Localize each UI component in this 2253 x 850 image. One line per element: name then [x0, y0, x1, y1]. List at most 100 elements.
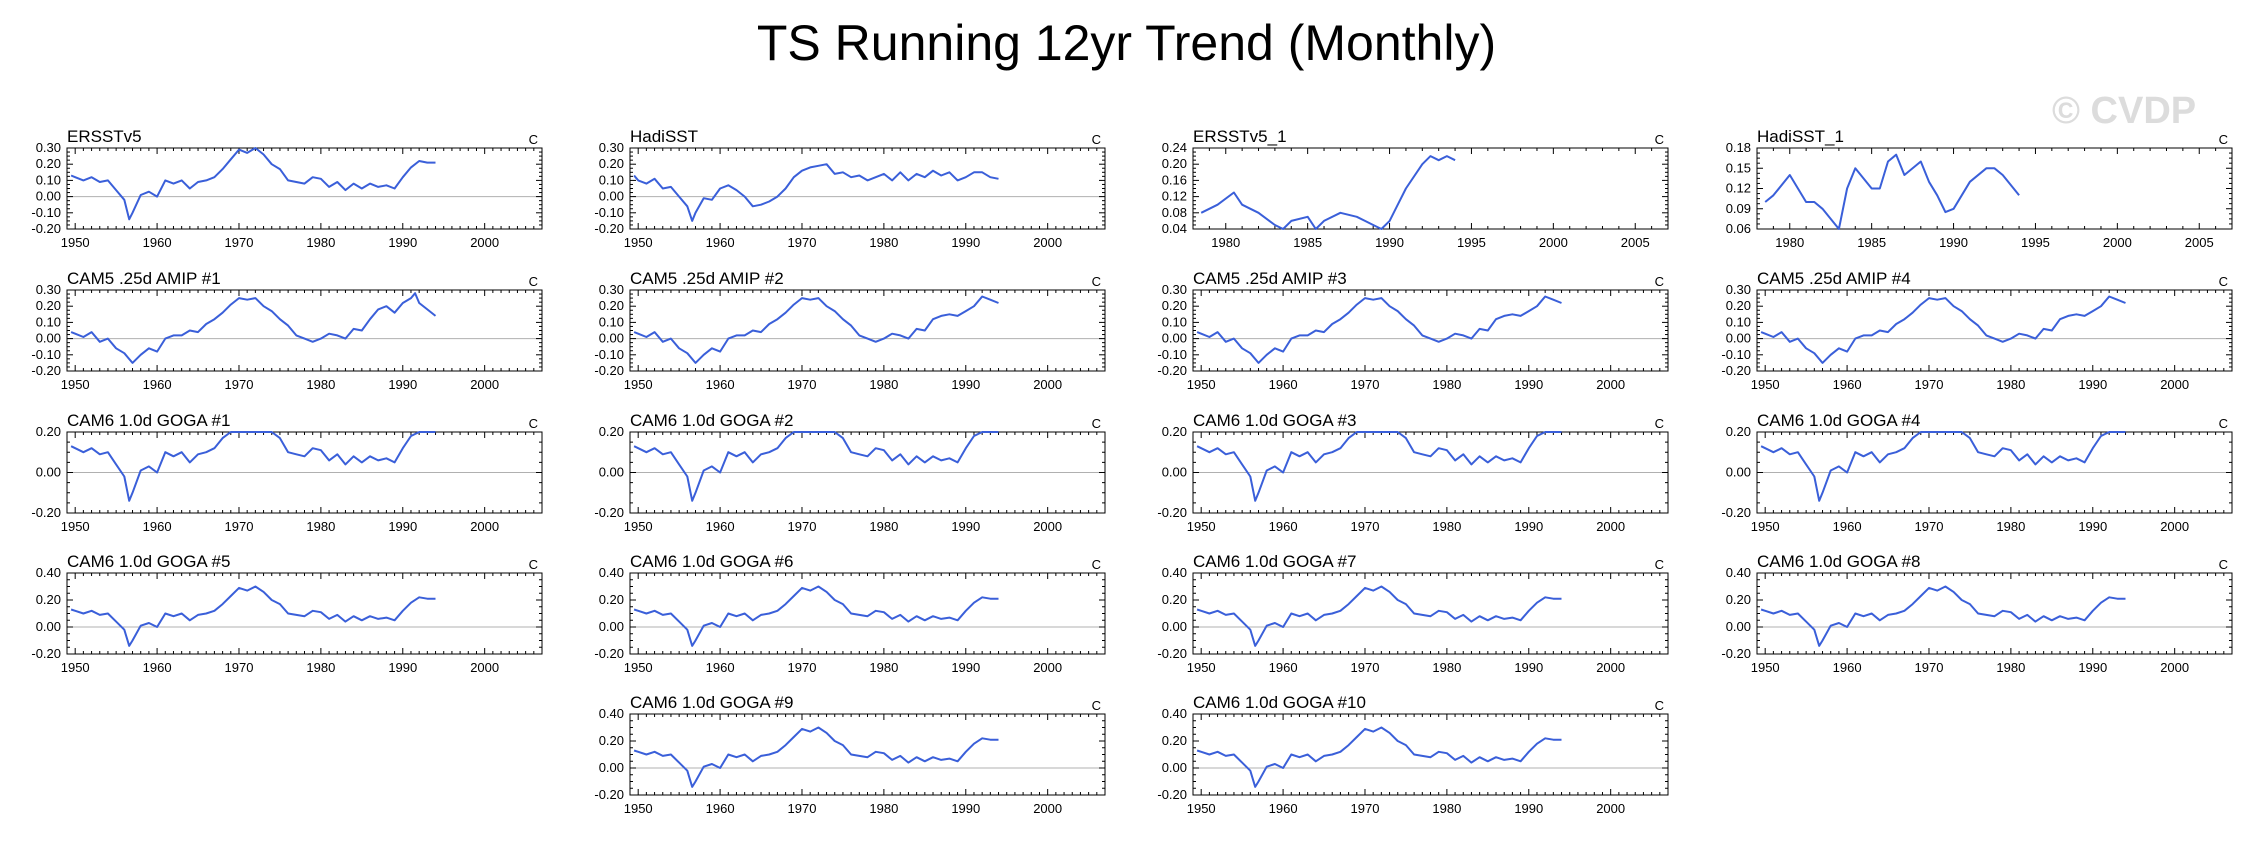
y-tick-label: 0.30 [1726, 282, 1751, 297]
x-tick-label: 1980 [1996, 377, 2025, 392]
plot-frame [1756, 572, 2233, 655]
x-tick-label: 2000 [2160, 519, 2189, 534]
x-tick-label: 1990 [1514, 377, 1543, 392]
data-series-line [1196, 431, 1562, 502]
x-tick-label: 2000 [470, 660, 499, 675]
panel-title: CAM6 1.0d GOGA #8 [1757, 552, 1920, 571]
chart-panel: ERSSTv5 C 1950 1960 1970 1980 1990 2000 -0.20-0.… [31, 127, 543, 250]
x-tick-label: 1990 [1939, 235, 1968, 250]
plot-area: CAM6 1.0d GOGA #8 C 1950 1960 1970 1980 1990 20… [1721, 552, 2233, 675]
chart-panel: CAM6 1.0d GOGA #5 C 1950 1960 1970 1980 1990 20… [31, 552, 543, 675]
y-tick-label: -0.20 [31, 505, 61, 520]
x-tick-label: 1980 [306, 660, 335, 675]
y-tick-label: 0.00 [1162, 760, 1187, 775]
y-tick-label: 0.04 [1162, 221, 1187, 236]
data-series-line [1196, 585, 1562, 647]
x-tick-label: 1960 [143, 660, 172, 675]
panel-title: CAM5 .25d AMIP #1 [67, 269, 221, 288]
x-tick-label: 1960 [1269, 660, 1298, 675]
y-tick-label: -0.10 [1157, 347, 1187, 362]
x-tick-label: 2000 [1033, 377, 1062, 392]
units-label: C [2219, 132, 2228, 147]
x-tick-label: 1980 [1996, 660, 2025, 675]
x-tick-label: 1960 [1269, 519, 1298, 534]
data-series-line [1760, 431, 2126, 502]
plot-area: CAM5 .25d AMIP #2 C 1950 1960 1970 1980 1990 20… [594, 269, 1106, 392]
panel-title: CAM6 1.0d GOGA #9 [630, 693, 793, 712]
x-tick-label: 1990 [388, 519, 417, 534]
plot-area: ERSSTv5 C 1950 1960 1970 1980 1990 2000 -0.20-0.… [31, 127, 543, 250]
y-tick-label: -0.20 [594, 221, 624, 236]
y-tick-label: 0.30 [1162, 282, 1187, 297]
x-tick-label: 1970 [1351, 801, 1380, 816]
units-label: C [1092, 698, 1101, 713]
data-series-line [1196, 726, 1562, 788]
y-tick-label: 0.20 [1162, 733, 1187, 748]
x-tick-label: 1980 [306, 377, 335, 392]
plot-area: HadiSST C 1950 1960 1970 1980 1990 2000 -0.20-0.… [594, 127, 1106, 250]
x-tick-label: 1980 [869, 235, 898, 250]
plot-frame [629, 572, 1106, 655]
y-tick-label: 0.40 [1162, 565, 1187, 580]
units-label: C [1655, 557, 1664, 572]
y-tick-label: -0.20 [1721, 363, 1751, 378]
x-tick-label: 1970 [1915, 660, 1944, 675]
plot-frame [66, 147, 543, 230]
x-tick-label: 1950 [1751, 377, 1780, 392]
y-tick-label: 0.10 [599, 172, 624, 187]
x-tick-label: 1990 [2078, 660, 2107, 675]
x-tick-label: 1970 [788, 801, 817, 816]
x-tick-label: 1980 [869, 660, 898, 675]
plot-area: CAM6 1.0d GOGA #2 C 1950 1960 1970 1980 1990 20… [594, 411, 1106, 534]
y-tick-label: -0.20 [594, 646, 624, 661]
x-tick-label: 2000 [470, 377, 499, 392]
x-tick-label: 1970 [788, 377, 817, 392]
plot-frame [1192, 713, 1669, 796]
panel-title: CAM6 1.0d GOGA #2 [630, 411, 793, 430]
chart-panel: HadiSST C 1950 1960 1970 1980 1990 2000 -0.20-0.… [594, 127, 1106, 250]
y-tick-label: 0.20 [1726, 592, 1751, 607]
chart-panel: CAM6 1.0d GOGA #10 C 1950 1960 1970 1980 1990 2… [1157, 693, 1669, 816]
panel-title: HadiSST_1 [1757, 127, 1844, 146]
data-series-line [1760, 295, 2126, 364]
units-label: C [2219, 557, 2228, 572]
y-tick-label: 0.20 [1162, 592, 1187, 607]
x-tick-label: 1990 [388, 235, 417, 250]
x-tick-label: 1980 [1432, 377, 1461, 392]
data-series-line [70, 431, 436, 502]
y-tick-label: 0.00 [599, 760, 624, 775]
plot-area: CAM6 1.0d GOGA #6 C 1950 1960 1970 1980 1990 20… [594, 552, 1106, 675]
y-tick-label: 0.00 [1726, 465, 1751, 480]
x-tick-label: 1990 [1514, 519, 1543, 534]
y-tick-label: -0.20 [31, 646, 61, 661]
x-tick-label: 2000 [1033, 660, 1062, 675]
y-tick-label: 0.30 [599, 140, 624, 155]
x-tick-label: 1980 [869, 377, 898, 392]
plot-area: CAM5 .25d AMIP #4 C 1950 1960 1970 1980 1990 20… [1721, 269, 2233, 392]
x-tick-label: 2005 [1621, 235, 1650, 250]
y-tick-label: 0.40 [36, 565, 61, 580]
units-label: C [2219, 416, 2228, 431]
x-tick-label: 1950 [1751, 660, 1780, 675]
x-tick-label: 1960 [706, 377, 735, 392]
x-tick-label: 1970 [225, 519, 254, 534]
x-tick-label: 2000 [470, 519, 499, 534]
x-tick-label: 1970 [788, 660, 817, 675]
plot-area: CAM6 1.0d GOGA #3 C 1950 1960 1970 1980 1990 20… [1157, 411, 1669, 534]
y-tick-label: 0.00 [36, 465, 61, 480]
y-tick-label: 0.08 [1162, 205, 1187, 220]
x-tick-label: 1980 [306, 235, 335, 250]
units-label: C [529, 416, 538, 431]
x-tick-label: 1950 [1187, 519, 1216, 534]
data-series-line [1760, 585, 2126, 647]
y-tick-label: -0.20 [1157, 363, 1187, 378]
x-tick-label: 1970 [225, 377, 254, 392]
y-tick-label: 0.20 [1726, 424, 1751, 439]
panel-title: CAM5 .25d AMIP #3 [1193, 269, 1347, 288]
data-series-line [1196, 295, 1562, 364]
data-series-line [70, 147, 436, 221]
y-tick-label: 0.20 [599, 424, 624, 439]
x-tick-label: 1980 [1996, 519, 2025, 534]
y-tick-label: -0.20 [1157, 787, 1187, 802]
